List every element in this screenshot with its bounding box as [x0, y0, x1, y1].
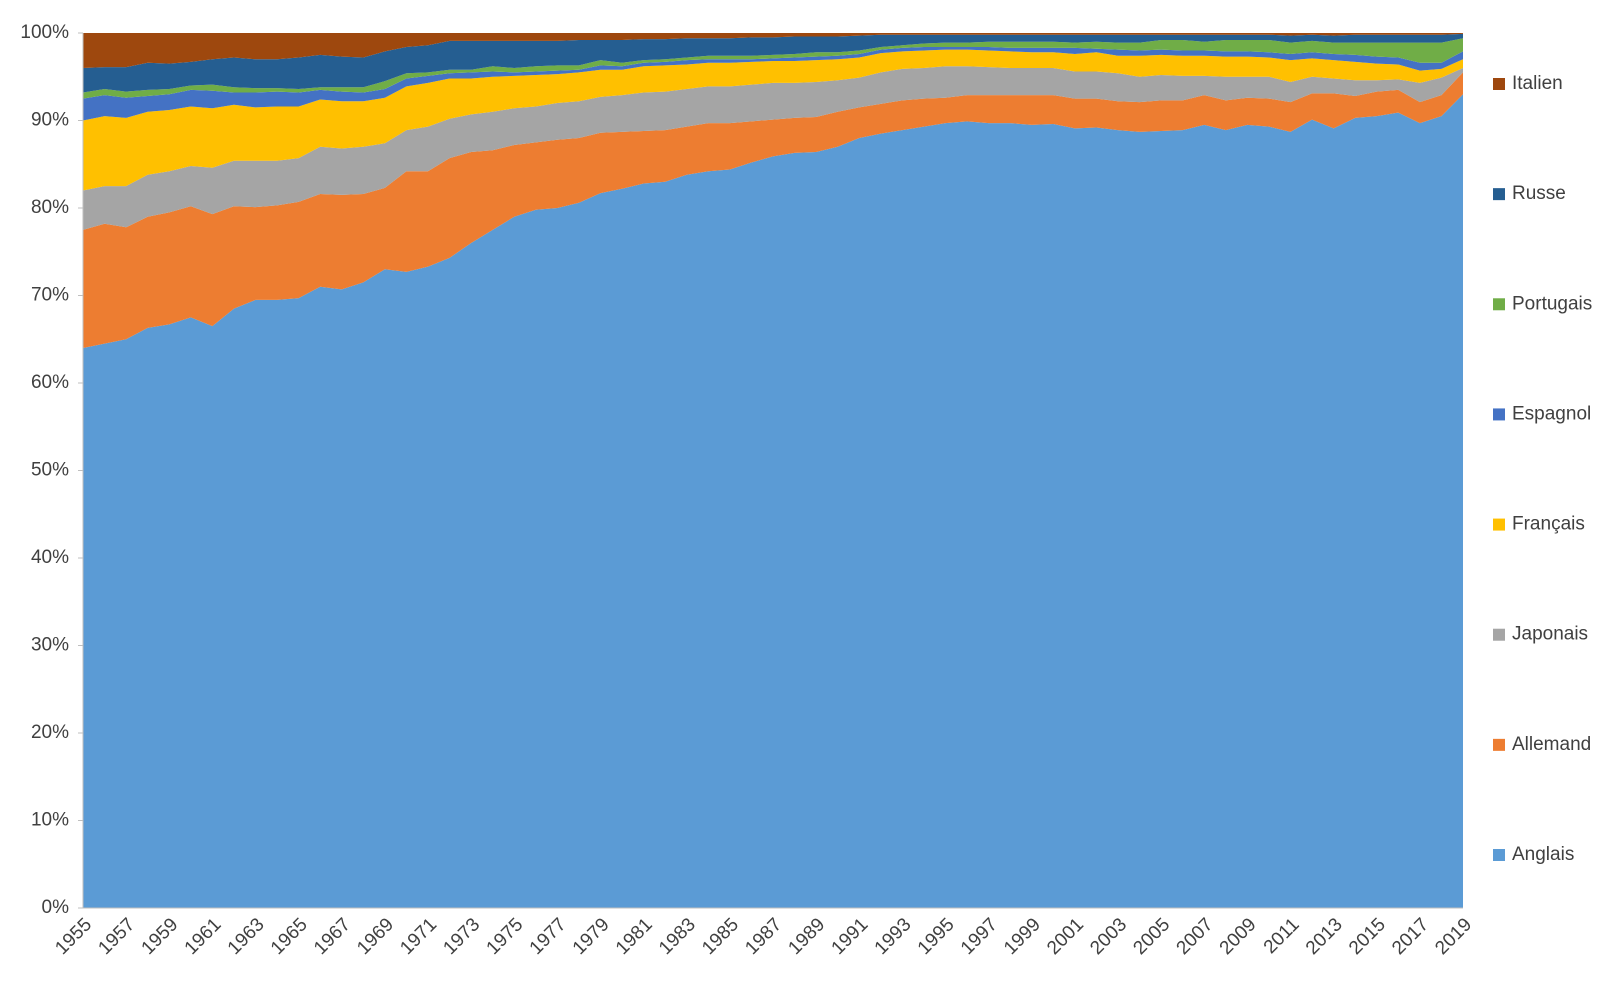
y-tick-label: 30% — [31, 635, 69, 656]
area — [83, 66, 1463, 230]
legend-item: Japonais — [1493, 624, 1588, 645]
x-tick-label: 1967 — [310, 914, 355, 959]
x-tick-label: 1955 — [51, 914, 96, 959]
x-tick-label: 1973 — [439, 914, 484, 959]
legend-item: Anglais — [1493, 844, 1574, 865]
x-tick-label: 1987 — [741, 914, 786, 959]
legend-label: Portugais — [1512, 293, 1592, 314]
y-tick-label: 80% — [31, 197, 69, 218]
legend-item: Italien — [1493, 73, 1563, 94]
legend-swatch — [1493, 518, 1505, 531]
x-tick-label: 2015 — [1345, 914, 1390, 959]
x-tick-label: 2013 — [1302, 914, 1347, 959]
legend-label: Japonais — [1512, 624, 1588, 645]
legend-item: Russe — [1493, 183, 1566, 204]
x-tick-label: 1997 — [957, 914, 1002, 959]
legend-label: Français — [1512, 514, 1585, 535]
area — [83, 49, 1463, 191]
legend-swatch — [1493, 408, 1505, 421]
x-tick-label: 1981 — [612, 914, 657, 959]
legend-swatch — [1493, 628, 1505, 641]
x-tick-label: 2007 — [1173, 914, 1218, 959]
y-tick-label: 20% — [31, 722, 69, 743]
y-tick-label: 100% — [20, 22, 69, 43]
area — [83, 94, 1463, 908]
x-tick-label: 1983 — [655, 914, 700, 959]
legend-swatch — [1493, 849, 1505, 861]
legend-label: Anglais — [1512, 844, 1574, 865]
x-tick-label: 2005 — [1129, 914, 1174, 959]
x-tick-label: 2017 — [1388, 914, 1433, 959]
legend-swatch — [1493, 298, 1505, 311]
x-tick-label: 2011 — [1260, 914, 1304, 958]
x-tick-label: 1995 — [914, 914, 959, 959]
x-tick-label: 1971 — [396, 914, 441, 959]
x-tick-label: 1961 — [181, 914, 226, 959]
legend-label: Allemand — [1512, 734, 1591, 755]
x-tick-label: 1965 — [267, 914, 312, 959]
x-tick-label: 1985 — [698, 914, 743, 959]
x-tick-label: 1977 — [526, 914, 571, 959]
legend-item: Français — [1493, 514, 1585, 535]
legend-item: Portugais — [1493, 293, 1592, 314]
y-tick-label: 0% — [42, 897, 70, 918]
y-tick-label: 70% — [31, 285, 69, 306]
x-tick-label: 1993 — [871, 914, 916, 959]
x-tick-label: 2003 — [1086, 914, 1131, 959]
area — [83, 47, 1463, 121]
x-tick-label: 1957 — [94, 914, 139, 959]
y-tick-label: 40% — [31, 547, 69, 568]
legend-swatch — [1493, 738, 1505, 751]
legend-label: Espagnol — [1512, 403, 1591, 424]
x-tick-label: 1979 — [569, 914, 614, 959]
legend-swatch — [1493, 78, 1505, 90]
legend-item: Espagnol — [1493, 403, 1591, 424]
x-tick-label: 1969 — [353, 914, 398, 959]
legend-item: Allemand — [1493, 734, 1591, 755]
y-tick-label: 60% — [31, 372, 69, 393]
area — [83, 33, 1463, 68]
legend-swatch — [1493, 188, 1505, 201]
x-tick-label: 2019 — [1431, 914, 1476, 959]
area — [83, 72, 1463, 348]
x-tick-label: 2009 — [1216, 914, 1261, 959]
x-tick-label: 1963 — [224, 914, 269, 959]
y-tick-label: 90% — [31, 110, 69, 131]
x-tick-label: 1959 — [138, 914, 183, 959]
area — [83, 38, 1463, 99]
legend-label: Italien — [1512, 73, 1563, 94]
x-tick-label: 1975 — [483, 914, 528, 959]
area — [83, 33, 1463, 93]
legend-label: Russe — [1512, 183, 1566, 204]
x-tick-label: 2001 — [1043, 914, 1088, 959]
x-tick-label: 1991 — [828, 914, 873, 959]
y-tick-label: 50% — [31, 460, 69, 481]
x-tick-label: 1999 — [1000, 914, 1045, 959]
x-tick-label: 1989 — [784, 914, 829, 959]
y-tick-label: 10% — [31, 810, 69, 831]
